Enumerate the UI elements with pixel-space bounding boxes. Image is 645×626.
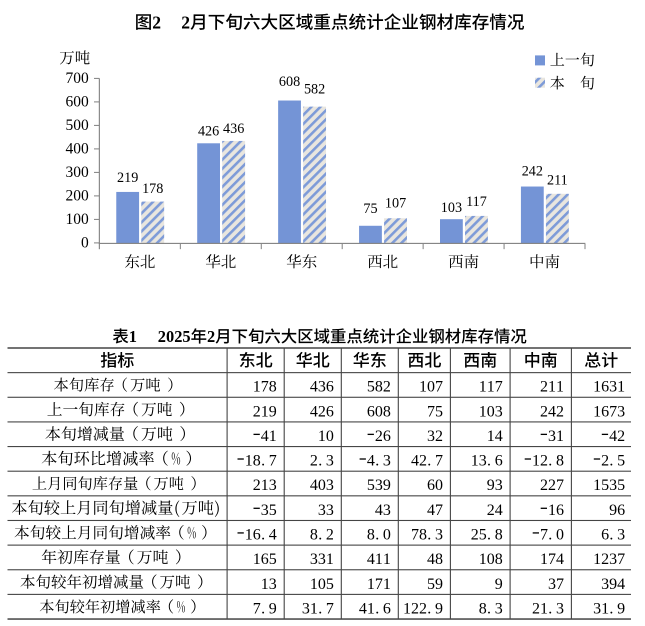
- svg-text:24: 24: [487, 502, 503, 519]
- svg-text:500: 500: [66, 117, 90, 134]
- svg-text:117: 117: [479, 379, 503, 396]
- svg-text:42.7: 42.7: [411, 453, 443, 470]
- svg-text:117: 117: [466, 194, 487, 210]
- svg-text:12.8: 12.8: [532, 453, 564, 470]
- svg-text:582: 582: [304, 81, 325, 97]
- svg-text:2.3: 2.3: [310, 453, 334, 470]
- svg-text:75: 75: [363, 201, 377, 217]
- svg-text:394: 394: [601, 576, 625, 593]
- svg-text:227: 227: [540, 477, 564, 494]
- svg-text:178: 178: [142, 181, 163, 197]
- svg-text:47: 47: [427, 502, 443, 519]
- svg-text:1: 1: [129, 327, 137, 346]
- svg-text:75: 75: [427, 403, 443, 420]
- svg-text:2: 2: [152, 12, 161, 32]
- svg-text:211: 211: [547, 173, 568, 189]
- svg-text:8.3: 8.3: [479, 600, 503, 617]
- svg-text:16: 16: [548, 502, 564, 519]
- svg-text:18.7: 18.7: [245, 453, 277, 470]
- svg-text:219: 219: [253, 403, 277, 420]
- svg-text:35: 35: [261, 502, 277, 519]
- svg-text:41.6: 41.6: [359, 600, 391, 617]
- svg-text:400: 400: [66, 141, 90, 158]
- svg-text:331: 331: [310, 551, 334, 568]
- svg-text:242: 242: [540, 403, 564, 420]
- svg-text:2: 2: [207, 327, 215, 346]
- svg-text:300: 300: [66, 164, 90, 181]
- svg-text:100: 100: [66, 211, 90, 228]
- svg-text:16.4: 16.4: [245, 526, 277, 543]
- svg-text:31.7: 31.7: [302, 600, 334, 617]
- svg-text:4.3: 4.3: [367, 453, 391, 470]
- svg-text:1237: 1237: [593, 551, 625, 568]
- svg-text:600: 600: [66, 94, 90, 111]
- svg-text:13.6: 13.6: [471, 453, 503, 470]
- svg-text:25.8: 25.8: [471, 526, 503, 543]
- svg-text:436: 436: [310, 379, 334, 396]
- svg-text:41: 41: [261, 428, 277, 445]
- svg-text:107: 107: [385, 195, 406, 211]
- svg-text:31.9: 31.9: [593, 600, 625, 617]
- svg-text:426: 426: [198, 123, 219, 139]
- svg-text:213: 213: [253, 477, 277, 494]
- svg-text:8.0: 8.0: [367, 526, 391, 543]
- svg-text:8.2: 8.2: [310, 526, 334, 543]
- svg-text:178: 178: [253, 379, 277, 396]
- svg-text:165: 165: [253, 551, 277, 568]
- svg-text:122.9: 122.9: [403, 600, 443, 617]
- svg-text:42: 42: [609, 428, 625, 445]
- svg-text:411: 411: [367, 551, 391, 568]
- svg-text:48: 48: [427, 551, 443, 568]
- svg-text:242: 242: [522, 164, 543, 180]
- svg-text:6.3: 6.3: [601, 526, 625, 543]
- svg-text:1535: 1535: [593, 477, 625, 494]
- svg-text:200: 200: [66, 188, 90, 205]
- svg-text:37: 37: [548, 576, 564, 593]
- svg-text:582: 582: [367, 379, 391, 396]
- svg-text:31: 31: [548, 428, 564, 445]
- svg-text:7.0: 7.0: [540, 526, 564, 543]
- svg-text:1673: 1673: [593, 403, 625, 420]
- svg-text:608: 608: [367, 403, 391, 420]
- svg-text:608: 608: [279, 74, 300, 90]
- svg-text:10: 10: [318, 428, 334, 445]
- svg-text:78.3: 78.3: [411, 526, 443, 543]
- svg-text:219: 219: [117, 170, 138, 186]
- svg-text:426: 426: [310, 403, 334, 420]
- svg-text:436: 436: [223, 121, 244, 137]
- svg-text:107: 107: [419, 379, 443, 396]
- svg-text:0: 0: [81, 235, 89, 252]
- svg-text:26: 26: [375, 428, 391, 445]
- svg-text:60: 60: [427, 477, 443, 494]
- svg-text:21.3: 21.3: [532, 600, 564, 617]
- svg-text:7.9: 7.9: [253, 600, 277, 617]
- svg-text:1631: 1631: [593, 379, 625, 396]
- svg-text:211: 211: [540, 379, 564, 396]
- svg-text:2: 2: [181, 12, 190, 32]
- svg-text:96: 96: [609, 502, 625, 519]
- svg-text:700: 700: [66, 70, 90, 87]
- svg-text:171: 171: [367, 576, 391, 593]
- svg-text:105: 105: [310, 576, 334, 593]
- svg-text:103: 103: [441, 200, 462, 216]
- svg-text:174: 174: [540, 551, 564, 568]
- svg-text:2.5: 2.5: [601, 453, 625, 470]
- svg-text:33: 33: [318, 502, 334, 519]
- svg-text:403: 403: [310, 477, 334, 494]
- svg-text:32: 32: [427, 428, 443, 445]
- svg-text:108: 108: [479, 551, 503, 568]
- svg-text:13: 13: [261, 576, 277, 593]
- svg-text:103: 103: [479, 403, 503, 420]
- svg-text:539: 539: [367, 477, 391, 494]
- svg-text:43: 43: [375, 502, 391, 519]
- svg-text:9: 9: [495, 576, 503, 593]
- svg-text:2025: 2025: [158, 327, 191, 346]
- svg-text:59: 59: [427, 576, 443, 593]
- svg-text:14: 14: [487, 428, 503, 445]
- svg-text:93: 93: [487, 477, 503, 494]
